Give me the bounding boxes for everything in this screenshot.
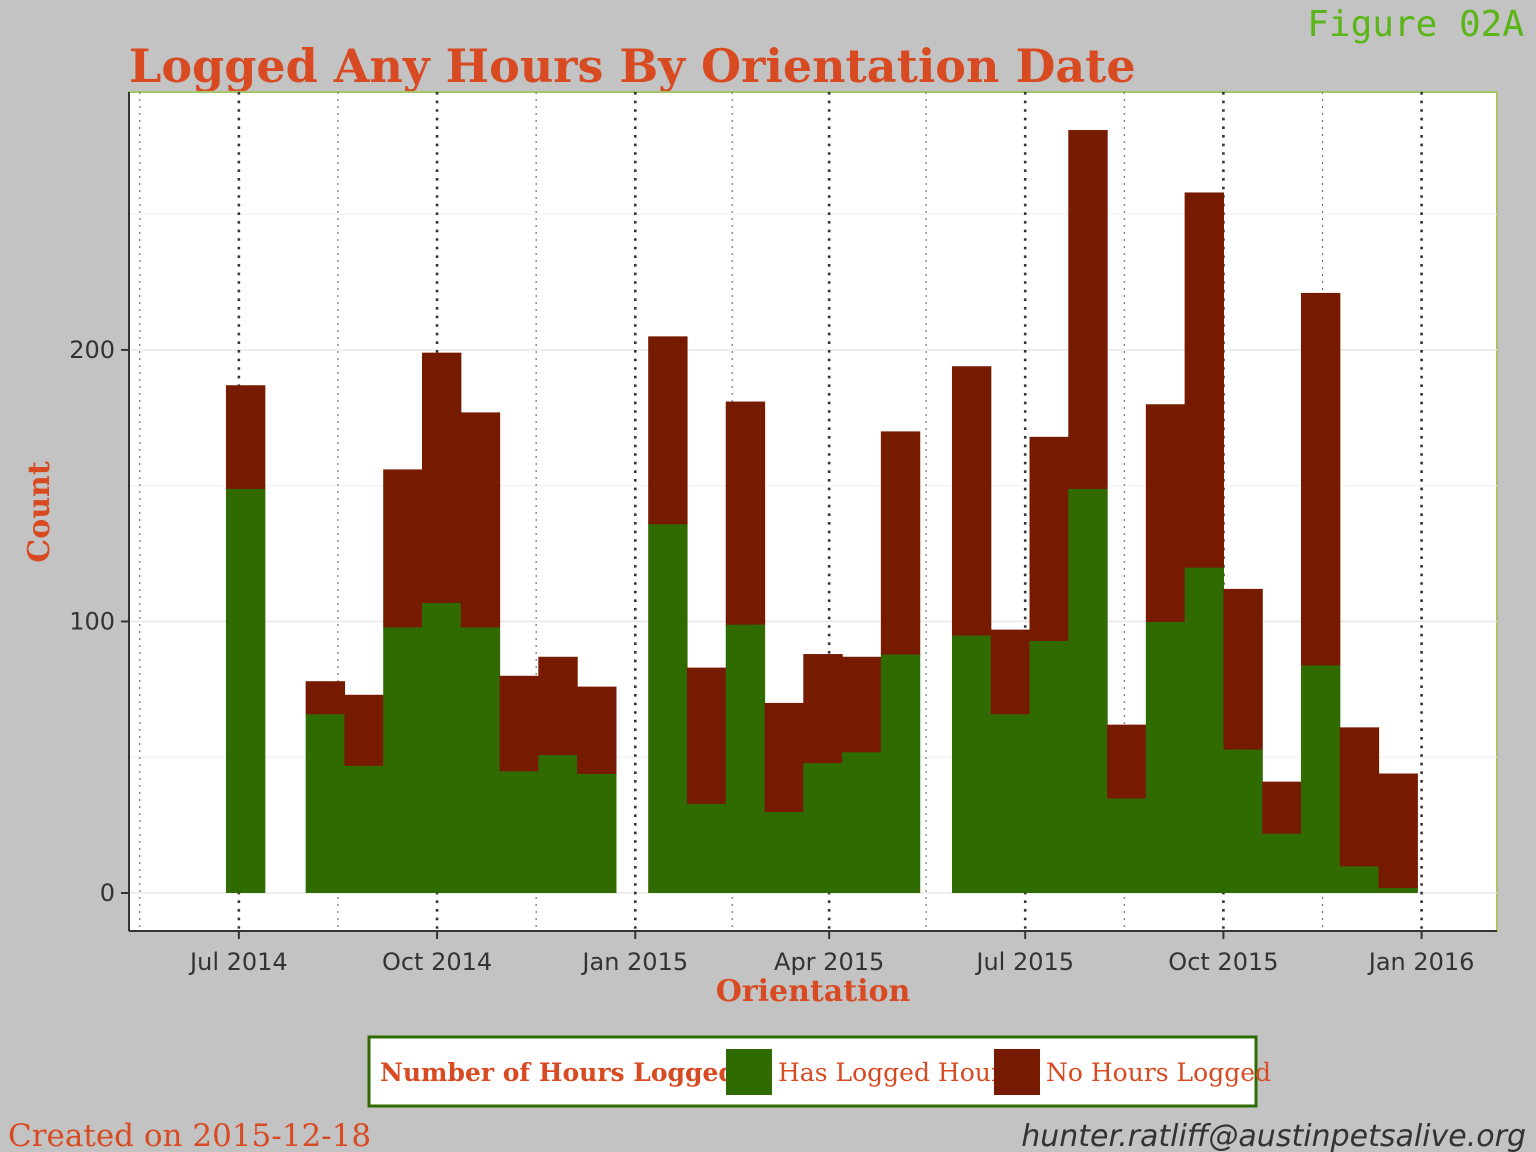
bar-no-hours [305, 681, 346, 715]
bar-has-logged [383, 626, 423, 893]
bar-has-logged [1378, 887, 1418, 893]
x-tick-label: Apr 2015 [774, 948, 884, 976]
y-tick-label: 200 [69, 336, 115, 364]
y-tick-label: 0 [100, 879, 115, 907]
bar-has-logged [538, 754, 578, 893]
bar-no-hours [383, 469, 423, 628]
bar-has-logged [1145, 621, 1186, 893]
author-email-text: hunter.ratliff@austinpetsalive.org [1021, 1119, 1526, 1152]
x-tick-label: Jul 2015 [974, 948, 1074, 976]
bar-no-hours [764, 702, 804, 813]
bar-has-logged [725, 624, 766, 893]
bar-has-logged [1068, 488, 1108, 893]
bar-no-hours [1184, 192, 1224, 568]
bar-has-logged [990, 713, 1031, 893]
bars [225, 130, 1418, 893]
bar-no-hours [951, 366, 992, 636]
figure-label: Figure 02A [1307, 4, 1524, 45]
bar-no-hours [1029, 436, 1069, 641]
x-tick-label: Oct 2015 [1168, 948, 1278, 976]
bar-no-hours [1300, 292, 1341, 666]
x-tick-label: Jul 2014 [188, 948, 288, 976]
created-date-text: Created on 2015-12-18 [8, 1118, 371, 1152]
bar-no-hours [880, 431, 921, 655]
y-tick-label: 100 [69, 607, 115, 635]
bar-no-hours [803, 654, 843, 764]
bar-has-logged [1339, 865, 1380, 893]
bar-has-logged [1107, 797, 1147, 893]
x-tick-label: Oct 2014 [382, 948, 492, 976]
bar-no-hours [648, 336, 688, 525]
bar-no-hours [1339, 727, 1380, 867]
bar-has-logged [577, 773, 617, 893]
bar-has-logged [648, 523, 688, 893]
bar-no-hours [225, 385, 266, 489]
legend-label-no-hours: No Hours Logged [1046, 1058, 1271, 1087]
bar-no-hours [538, 656, 578, 756]
x-tick-label: Jan 2016 [1367, 948, 1475, 976]
bar-has-logged [305, 713, 346, 893]
legend-label-has-logged: Has Logged Hours [778, 1058, 1016, 1087]
x-axis-label: Orientation [716, 974, 911, 1009]
bar-has-logged [344, 765, 384, 893]
y-axis-label: Count [22, 461, 57, 563]
bar-no-hours [990, 629, 1031, 715]
bar-no-hours [1145, 404, 1186, 622]
bar-no-hours [842, 656, 882, 753]
bar-no-hours [1378, 773, 1418, 889]
bar-has-logged [1262, 833, 1302, 893]
bar-no-hours [1107, 724, 1147, 799]
legend-key-no-hours [994, 1049, 1040, 1095]
bar-no-hours [1262, 781, 1302, 834]
bar-has-logged [499, 770, 539, 893]
bar-no-hours [421, 352, 462, 603]
bar-has-logged [1029, 640, 1069, 893]
bar-no-hours [1223, 588, 1263, 750]
bar-no-hours [460, 412, 501, 628]
bar-no-hours [686, 667, 727, 804]
axes [128, 92, 1497, 932]
bar-no-hours [344, 694, 384, 766]
bar-no-hours [1068, 130, 1108, 489]
bar-has-logged [1223, 749, 1263, 893]
bar-no-hours [499, 675, 539, 772]
bar-has-logged [421, 602, 462, 893]
bar-has-logged [225, 488, 266, 893]
bar-has-logged [803, 762, 843, 893]
bar-has-logged [764, 811, 804, 893]
legend: Number of Hours Logged Has Logged Hours … [367, 1035, 1271, 1108]
bar-has-logged [460, 626, 501, 893]
x-tick-label: Jan 2015 [580, 948, 688, 976]
bar-no-hours [577, 686, 617, 775]
tick-labels: 0 100 200 Jul 2014 Oct 2014 Jan 2015 Apr 2015 J… [69, 336, 1474, 976]
bar-has-logged [686, 803, 727, 893]
bar-has-logged [951, 635, 992, 893]
chart-title: Logged Any Hours By Orientation Date [129, 39, 1136, 93]
bar-no-hours [725, 401, 766, 625]
bar-has-logged [842, 751, 882, 893]
bar-has-logged [1300, 664, 1341, 893]
legend-box [367, 1035, 1258, 1108]
legend-title: Number of Hours Logged [380, 1058, 736, 1087]
bar-has-logged [880, 654, 921, 893]
legend-key-has-logged [726, 1049, 772, 1095]
bar-has-logged [1184, 567, 1224, 893]
